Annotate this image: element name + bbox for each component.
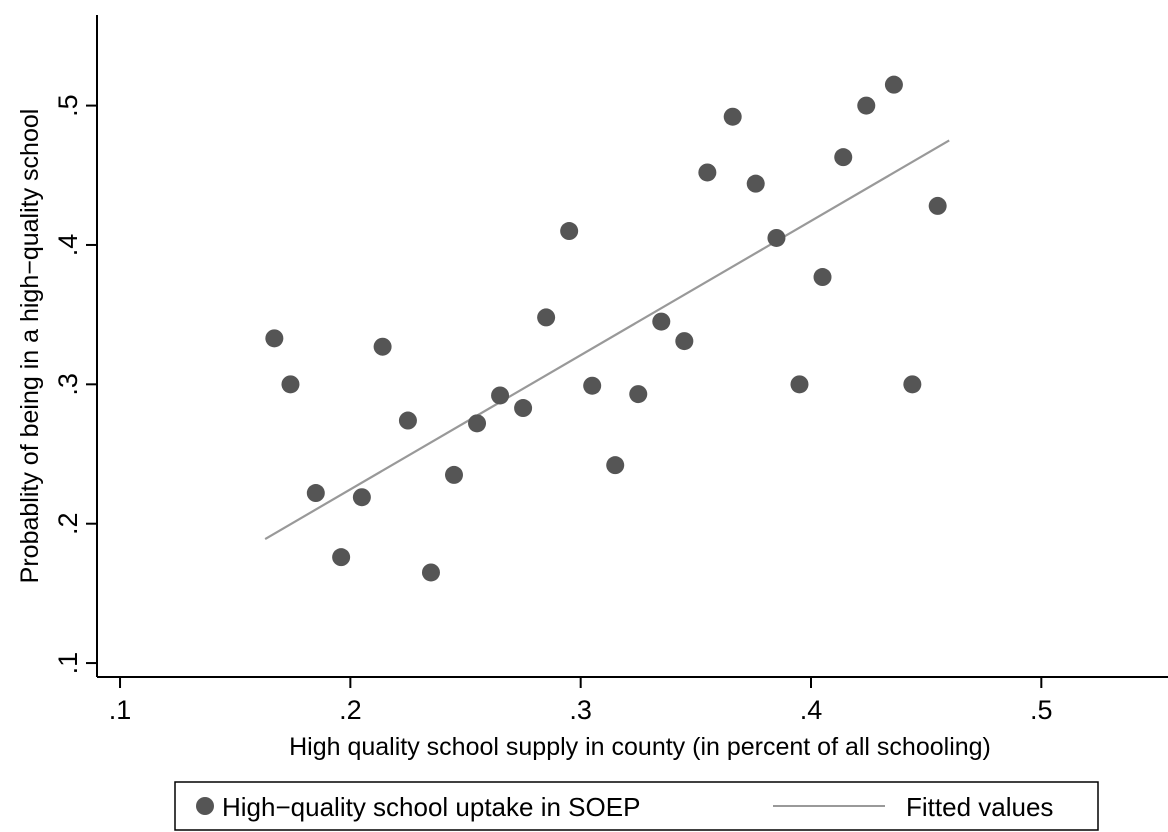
scatter-point: [698, 163, 717, 182]
scatter-point: [790, 375, 809, 394]
scatter-point: [746, 174, 765, 193]
x-axis-ticks: .1 .2 .3 .4 .5: [109, 677, 1053, 725]
scatter-point: [903, 375, 922, 394]
scatter-point: [723, 107, 742, 126]
x-tick-label: .4: [800, 695, 823, 725]
scatter-point: [560, 222, 579, 241]
y-tick-label: .2: [53, 512, 83, 535]
x-tick-label: .2: [339, 695, 362, 725]
scatter-point: [767, 228, 786, 247]
scatter-point: [352, 488, 371, 507]
scatter-point: [675, 332, 694, 351]
scatter-point: [306, 484, 325, 503]
scatter-point: [606, 456, 625, 475]
legend: High−quality school uptake in SOEP Fitte…: [174, 781, 1099, 831]
y-tick-label: .5: [53, 94, 83, 117]
scatter-point: [373, 337, 392, 356]
scatter-point: [884, 75, 903, 94]
x-tick-label: .1: [109, 695, 132, 725]
scatter-point: [468, 414, 487, 433]
scatter-point: [583, 376, 602, 395]
scatter-point: [537, 308, 556, 327]
scatter-point: [332, 548, 351, 567]
legend-marker-scatter: [196, 797, 214, 815]
scatter-point: [813, 268, 832, 287]
x-tick-label: .3: [569, 695, 592, 725]
fitted-values-line: [264, 139, 950, 540]
scatter-point: [928, 196, 947, 215]
scatter-point: [514, 399, 533, 418]
scatter-point: [834, 148, 853, 167]
y-axis-ticks: .1 .2 .3 .4 .5: [53, 94, 97, 674]
scatter-point: [491, 386, 510, 405]
fitted-line-layer: [264, 139, 950, 540]
x-axis-title: High quality school supply in county (in…: [289, 733, 991, 761]
y-tick-label: .1: [53, 652, 83, 675]
legend-label-fitted: Fitted values: [906, 792, 1053, 822]
scatter-point: [421, 563, 440, 582]
x-tick-label: .5: [1030, 695, 1053, 725]
scatter-point: [445, 465, 463, 484]
scatter-point: [281, 375, 300, 394]
legend-box: [174, 781, 1099, 831]
scatter-point: [652, 312, 671, 331]
y-axis-title: Probablity of being in a high−quality sc…: [16, 109, 44, 584]
scatter-points-layer: [265, 75, 947, 582]
y-tick-label: .4: [53, 234, 83, 257]
legend-label-scatter: High−quality school uptake in SOEP: [222, 792, 640, 822]
scatter-point: [398, 411, 417, 430]
scatter-point: [629, 385, 648, 404]
scatter-point: [857, 96, 876, 115]
scatter-point: [265, 329, 284, 348]
y-tick-label: .3: [53, 373, 83, 396]
